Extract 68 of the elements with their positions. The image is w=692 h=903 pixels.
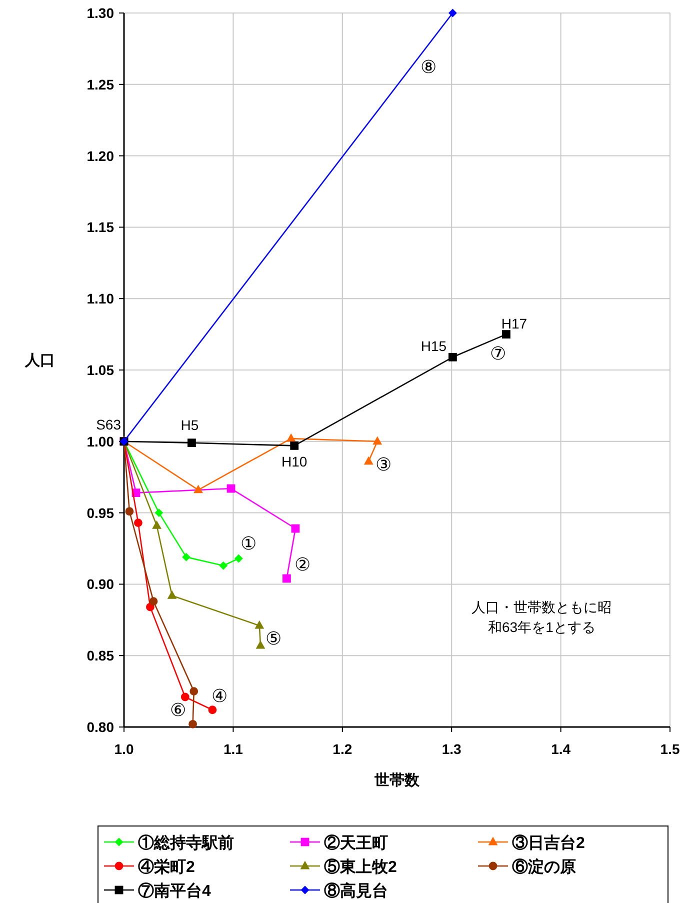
y-tick-label: 0.85: [86, 648, 114, 664]
annotation: H15: [420, 338, 447, 354]
point: [125, 507, 134, 516]
x-tick-label: 1.2: [332, 741, 352, 757]
legend-label: ③日吉台2: [512, 834, 585, 852]
point: [188, 720, 197, 728]
annotation: ⑤: [266, 628, 282, 649]
point: [502, 330, 510, 338]
annotation: S63: [96, 416, 122, 432]
y-tick-label: 1.05: [86, 362, 114, 378]
x-tick-label: 1.0: [114, 741, 134, 757]
point: [208, 706, 217, 714]
legend-label: ⑦南平台4: [138, 882, 211, 900]
y-tick-label: 1.25: [86, 76, 114, 92]
point: [234, 554, 243, 563]
x-tick-label: 1.5: [660, 741, 680, 757]
point: [182, 552, 190, 562]
legend-label: ⑧高見台: [324, 881, 388, 900]
annotation: ⑧: [420, 57, 437, 77]
x-tick-label: 1.1: [223, 741, 244, 757]
y-tick-label: 0.90: [86, 576, 114, 592]
legend-label: ⑥淀の原: [512, 858, 576, 876]
y-tick-label: 0.80: [86, 719, 114, 735]
annotation: ①: [240, 533, 257, 554]
point: [372, 436, 382, 445]
point: [149, 597, 158, 606]
point: [291, 524, 300, 533]
annotation: 人口・世帯数ともに昭和63年を1とする: [472, 599, 612, 635]
point: [180, 692, 190, 702]
y-tick-label: 0.95: [86, 504, 114, 521]
point: [226, 484, 236, 493]
point: [286, 433, 296, 442]
y-tick-label: 1.10: [86, 290, 114, 307]
point: [167, 590, 177, 599]
y-tick-label: 1.15: [86, 219, 114, 236]
legend-label: ①総持寺駅前: [138, 834, 234, 852]
x-tick-label: 1.4: [551, 741, 571, 757]
annotation: ⑥: [170, 700, 186, 720]
point: [152, 520, 162, 529]
point: [254, 620, 264, 629]
annotation: H10: [282, 454, 308, 470]
point: [282, 574, 291, 583]
point: [190, 687, 198, 696]
x-tick-label: 1.3: [442, 741, 462, 757]
annotation: ⑦: [490, 343, 506, 364]
point: [188, 438, 196, 448]
y-tick-label: 1.20: [86, 148, 114, 164]
legend-label: ④栄町2: [138, 858, 195, 876]
point: [290, 441, 299, 450]
point: [134, 518, 142, 527]
legend-label: ⑤東上牧2: [324, 858, 397, 876]
y-tick-label: 1.30: [86, 5, 114, 21]
point: [448, 352, 457, 362]
annotation: ④: [211, 686, 228, 706]
x-axis-title: 世帯数: [374, 772, 420, 789]
y-axis-title: 人口: [24, 352, 55, 369]
annotation: ②: [294, 554, 311, 574]
legend-label: ②天王町: [324, 834, 388, 852]
point: [219, 561, 228, 570]
annotation: ③: [376, 454, 392, 474]
point: [364, 456, 374, 465]
point: [154, 508, 164, 517]
point: [256, 640, 266, 649]
point: [194, 484, 203, 494]
point: [448, 8, 457, 18]
annotation: H17: [501, 315, 528, 332]
y-tick-label: 1.00: [86, 433, 114, 450]
annotation: H5: [180, 416, 199, 433]
